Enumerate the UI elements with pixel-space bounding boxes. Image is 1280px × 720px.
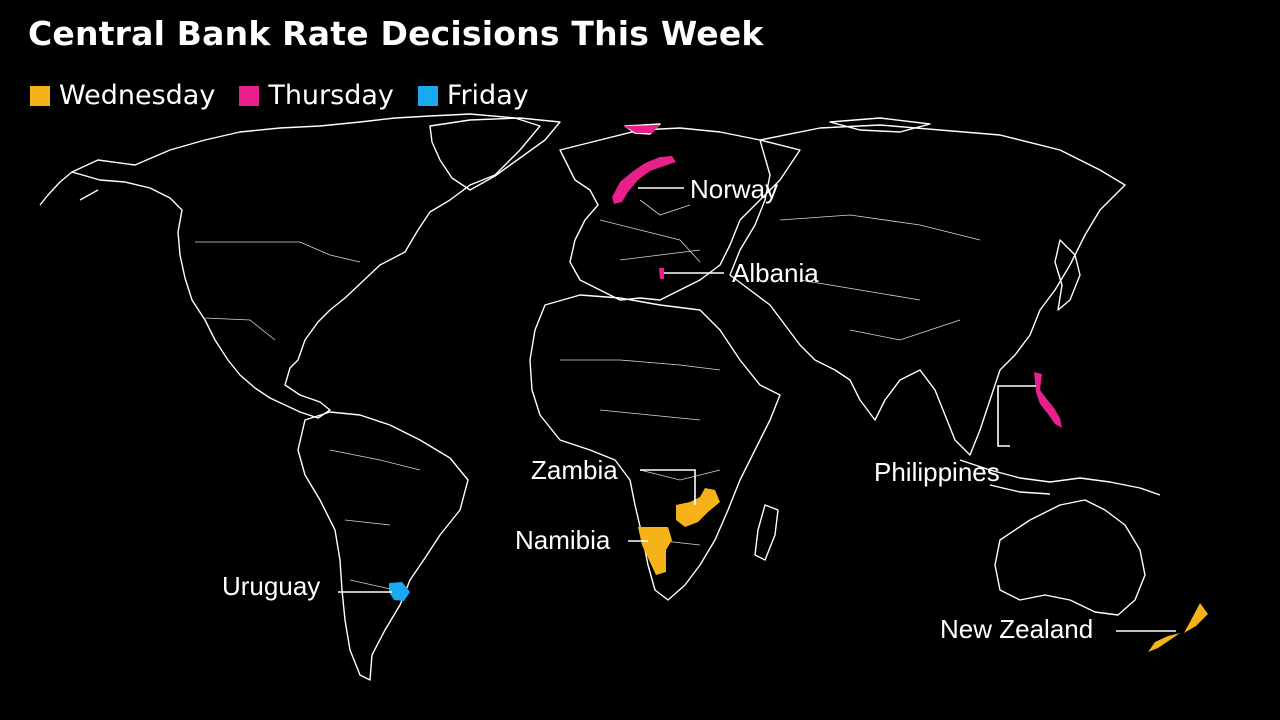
landmass-indonesia — [959, 459, 1161, 496]
landmass-asia — [729, 124, 1126, 456]
leader-zambia — [640, 469, 696, 505]
country-svalbard — [624, 125, 660, 133]
landmass-madagascar — [754, 504, 779, 561]
legend: Wednesday Thursday Friday — [30, 80, 553, 111]
country-norway — [612, 156, 676, 204]
landmass-south-america — [297, 411, 469, 681]
country-zambia — [676, 488, 720, 527]
label-new-zealand: New Zealand — [940, 614, 1093, 644]
border-europe-internal — [599, 199, 701, 263]
country-namibia — [638, 527, 672, 575]
landmass-europe — [559, 127, 801, 301]
border-asia-internal — [779, 214, 981, 341]
landmass-africa — [529, 294, 781, 601]
border-south-america-internal — [329, 449, 421, 591]
label-philippines: Philippines — [874, 457, 1000, 487]
label-albania: Albania — [732, 258, 819, 288]
border-us-canada — [195, 241, 361, 263]
page-title: Central Bank Rate Decisions This Week — [28, 14, 764, 53]
border-africa-internal — [560, 359, 721, 546]
country-uruguay — [389, 582, 410, 601]
landmass-japan — [1054, 239, 1081, 311]
label-zambia: Zambia — [531, 455, 618, 485]
country-philippines — [1034, 372, 1062, 428]
landmass-north-america — [71, 113, 541, 419]
legend-label-wednesday: Wednesday — [59, 80, 216, 111]
country-borders — [195, 199, 981, 591]
landmass-svalbard — [624, 123, 661, 135]
landmass-arctic-russia — [829, 117, 931, 133]
landmass-australia — [994, 499, 1146, 616]
legend-swatch-friday — [417, 85, 438, 106]
country-albania — [659, 268, 664, 279]
legend-label-friday: Friday — [446, 80, 529, 111]
legend-label-thursday: Thursday — [268, 80, 394, 111]
label-norway: Norway — [690, 174, 778, 204]
label-namibia: Namibia — [515, 525, 611, 555]
legend-swatch-wednesday — [30, 85, 50, 106]
leader-lines — [338, 187, 1176, 632]
legend-item-thursday: Thursday — [239, 80, 394, 111]
country-labels: Norway Albania Philippines Zambia Namibi… — [222, 174, 1093, 644]
legend-item-wednesday: Wednesday — [30, 80, 215, 111]
legend-item-friday: Friday — [417, 80, 529, 111]
landmass-greenland — [429, 117, 561, 191]
leader-philippines — [997, 385, 1036, 447]
continent-outlines — [39, 113, 1161, 681]
border-us-mexico — [204, 317, 276, 341]
country-new-zealand — [1148, 603, 1208, 652]
label-uruguay: Uruguay — [222, 571, 320, 601]
highlighted-countries — [389, 125, 1208, 652]
landmass-alaska-islands — [39, 171, 99, 206]
legend-swatch-thursday — [239, 85, 260, 106]
